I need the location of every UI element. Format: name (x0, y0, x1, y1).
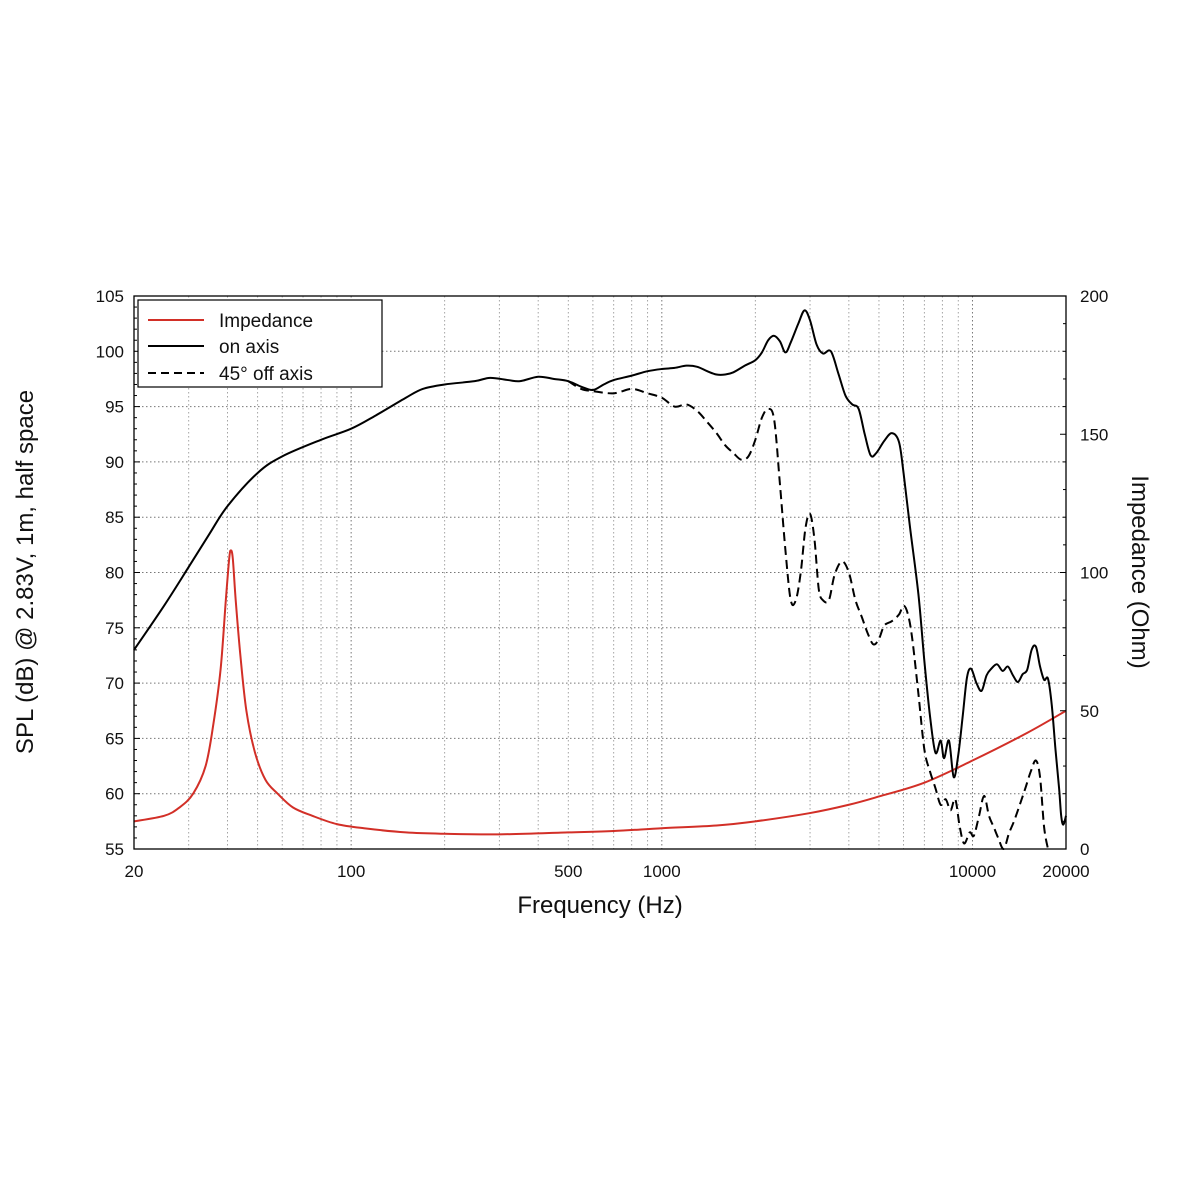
y2-tick-label: 100 (1080, 564, 1108, 583)
impedance-curve (133, 549, 1067, 836)
legend-label-off-axis: 45° off axis (219, 364, 313, 385)
x-tick-label: 1000 (643, 862, 681, 881)
y-tick-label: 100 (96, 342, 124, 361)
y-tick-label: 85 (105, 508, 124, 527)
y-tick-label: 75 (105, 619, 124, 638)
x-axis-title: Frequency (Hz) (517, 892, 682, 919)
ticks: 55 60 65 70 75 80 85 90 95 100 105 0 50 100 150 200 20 10… (96, 287, 1109, 881)
x-tick-label: 20000 (1042, 862, 1089, 881)
legend: Impedance on axis 45° off axis (137, 299, 383, 388)
y-tick-label: 80 (105, 564, 124, 583)
legend-label-impedance: Impedance (219, 311, 313, 332)
y2-tick-label: 150 (1080, 425, 1108, 444)
y-tick-label: 105 (96, 287, 124, 306)
y2-tick-label: 50 (1080, 702, 1099, 721)
x-tick-label: 20 (125, 862, 144, 881)
grid (134, 296, 1066, 849)
off-axis-curve (567, 380, 1049, 850)
x-tick-label: 500 (554, 862, 582, 881)
y-tick-label: 55 (105, 840, 124, 859)
y-axis-title: SPL (dB) @ 2.83V, 1m, half space (12, 390, 39, 754)
x-tick-label: 100 (337, 862, 365, 881)
y2-tick-label: 0 (1080, 840, 1089, 859)
x-tick-label: 10000 (949, 862, 996, 881)
series-layer (133, 309, 1067, 850)
y2-tick-label: 200 (1080, 287, 1108, 306)
legend-label-on-axis: on axis (219, 337, 279, 358)
y-tick-label: 60 (105, 785, 124, 804)
y-tick-label: 90 (105, 453, 124, 472)
y2-axis-title: Impedance (Ohm) (1126, 475, 1153, 668)
y-tick-label: 70 (105, 674, 124, 693)
y-tick-label: 65 (105, 729, 124, 748)
on-axis-curve (133, 309, 1067, 826)
y-tick-label: 95 (105, 398, 124, 417)
